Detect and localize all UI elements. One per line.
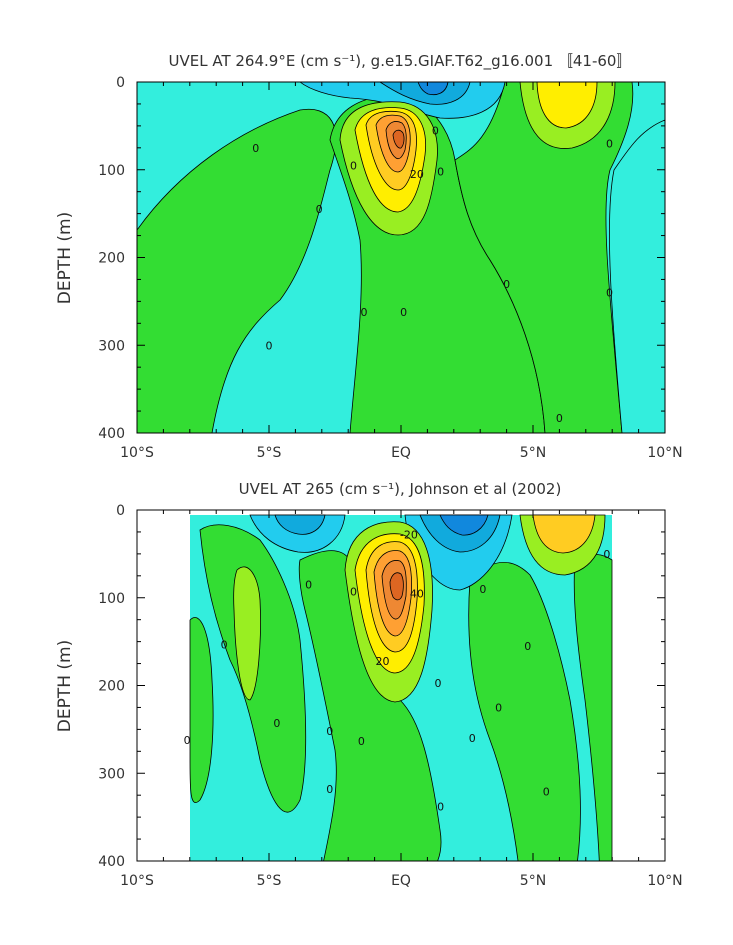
bottom-contour-label: 0 [305, 579, 312, 592]
top-contour-label: 0 [400, 306, 407, 319]
bottom-x-tick-label: EQ [391, 873, 411, 889]
bottom-y-tick-label: 0 [116, 503, 125, 519]
bottom-contour-field [189, 514, 613, 861]
bottom-contour-label: -20 [400, 529, 418, 542]
bottom-x-tick-label: 5°N [520, 873, 546, 889]
top-x-tick-label: EQ [391, 445, 411, 461]
top-contour-label: 0 [432, 124, 439, 137]
top-region-core-6 [392, 129, 405, 149]
bottom-contour-label: 0 [358, 735, 365, 748]
bottom-region-green-east [573, 553, 613, 861]
bottom-contour-label: 0 [603, 548, 610, 561]
bottom-contour-label: 0 [437, 801, 444, 814]
top-contour-label: 20 [410, 168, 424, 181]
bottom-y-tick-label: 300 [98, 766, 125, 782]
bottom-contour-label: 0 [350, 586, 357, 599]
top-region-blue-3 [417, 82, 449, 96]
bottom-y-tick-label: 200 [98, 679, 125, 695]
top-region-cyan-se [609, 119, 665, 433]
bottom-region-north-2 [532, 514, 596, 554]
bottom-contour-label: 0 [326, 725, 333, 738]
bottom-region-core-6 [389, 572, 404, 601]
bottom-region-blue-n3 [439, 514, 489, 536]
bottom-contour-label: 0 [326, 783, 333, 796]
bottom-region-blue-s2 [274, 514, 326, 535]
top-contour-field [137, 82, 665, 433]
bottom-contour-label: 0 [543, 786, 550, 799]
bottom-contour-label: 20 [376, 655, 390, 668]
top-x-tick-label: 10°N [647, 445, 682, 461]
bottom-contour-label: 0 [479, 583, 486, 596]
bottom-contour-labels: 0 0 0 0 0 0 0 0 0 0 0 0 0 0 0 0 -20 20 40 [184, 529, 611, 814]
bottom-region-green-sw-2 [233, 566, 261, 701]
top-y-tick-label: 400 [98, 426, 125, 442]
bottom-region-green-ne [468, 561, 581, 861]
top-y-tick-label: 100 [98, 163, 125, 179]
top-x-tick-label: 5°N [520, 445, 546, 461]
bottom-y-tick-label: 400 [98, 854, 125, 870]
bottom-y-axis-label: DEPTH (m) [55, 640, 75, 732]
top-region-green-south [137, 108, 337, 433]
bottom-contour-label: 0 [469, 732, 476, 745]
bottom-panel-title: UVEL AT 265 (cm s⁻¹), Johnson et al (200… [239, 480, 562, 498]
bottom-x-tick-label: 10°N [647, 873, 682, 889]
top-contour-label: 0 [437, 166, 444, 179]
bottom-y-tick-label: 100 [98, 591, 125, 607]
bottom-panel: UVEL AT 265 (cm s⁻¹), Johnson et al (200… [55, 480, 683, 889]
top-y-tick-label: 200 [98, 251, 125, 267]
bottom-contour-label: 0 [495, 701, 502, 714]
bottom-x-tick-label: 5°S [257, 873, 282, 889]
top-contour-label: 0 [556, 412, 563, 425]
top-contour-label: 0 [350, 159, 357, 172]
bottom-contour-label: 40 [410, 587, 424, 600]
top-contour-labels: 0 0 0 0 0 0 0 0 0 0 0 0 20 [252, 124, 613, 425]
top-contour-label: 0 [266, 339, 273, 352]
bottom-contour-label: 0 [184, 734, 191, 747]
top-x-tick-label: 5°S [257, 445, 282, 461]
top-contour-label: 0 [606, 137, 613, 150]
top-contour-label: 0 [606, 287, 613, 300]
bottom-contour-label: 0 [434, 677, 441, 690]
bottom-region-green-west [189, 617, 214, 803]
top-y-tick-label: 300 [98, 338, 125, 354]
top-contour-label: 0 [252, 142, 259, 155]
bottom-contour-label: 0 [273, 717, 280, 730]
top-contour-label: 0 [316, 203, 323, 216]
bottom-contour-label: 0 [524, 640, 531, 653]
top-contour-label: 0 [361, 306, 368, 319]
top-region-green-north [454, 82, 634, 433]
top-panel: UVEL AT 264.9°E (cm s⁻¹), g.e15.GIAF.T62… [55, 52, 683, 461]
top-x-tick-label: 10°S [120, 445, 154, 461]
bottom-x-tick-label: 10°S [120, 873, 154, 889]
top-y-axis-label: DEPTH (m) [55, 212, 75, 304]
bottom-contour-label: 0 [221, 638, 228, 651]
top-panel-title: UVEL AT 264.9°E (cm s⁻¹), g.e15.GIAF.T62… [169, 52, 632, 71]
top-region-blue-2 [379, 82, 471, 105]
top-y-tick-label: 0 [116, 75, 125, 91]
top-contour-label: 0 [503, 278, 510, 291]
top-region-north-2 [536, 82, 598, 129]
